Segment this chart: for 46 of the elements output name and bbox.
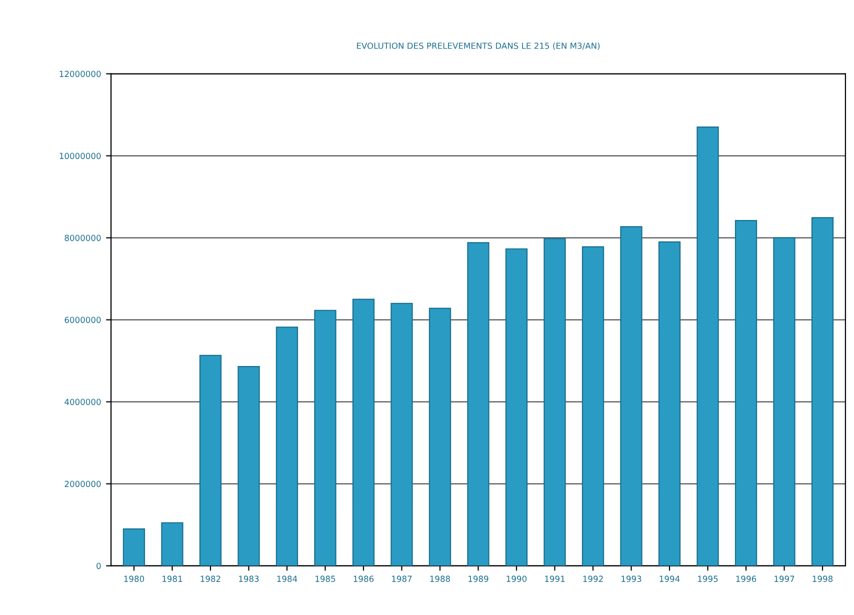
bar: [352, 298, 375, 566]
x-tick-label: 1996: [736, 576, 756, 582]
y-tick-label: 10000000: [60, 152, 101, 160]
x-tick-label: 1989: [468, 576, 488, 582]
bar: [544, 238, 566, 566]
y-tick-label: 4000000: [64, 398, 101, 406]
x-tick-label: 1992: [583, 576, 603, 582]
x-tick-label: 1987: [392, 576, 412, 582]
bar: [390, 302, 413, 566]
chart-title: EVOLUTION DES PRELEVEMENTS DANS LE 215 (EN M3/AN): [356, 42, 600, 50]
x-tick-label: 1982: [200, 576, 220, 582]
bar: [582, 246, 604, 566]
bar: [505, 248, 528, 566]
y-tick-label: 0: [96, 562, 101, 570]
x-tick-label: 1990: [506, 576, 527, 582]
y-tick-label: 2000000: [64, 480, 101, 488]
bar: [734, 220, 758, 566]
x-tick-label: 1995: [698, 576, 718, 582]
y-tick-label: 8000000: [64, 234, 101, 242]
bar: [314, 310, 336, 566]
y-tick-label: 6000000: [64, 316, 101, 324]
x-tick-label: 1986: [354, 576, 374, 582]
bar: [696, 126, 719, 566]
x-tick-label: 1983: [239, 576, 259, 582]
x-tick-label: 1998: [812, 576, 833, 582]
bar: [161, 522, 184, 566]
bar: [276, 326, 298, 566]
bar: [238, 366, 260, 566]
x-tick-label: 1988: [430, 576, 450, 582]
x-tick-label: 1994: [660, 576, 680, 582]
x-tick-label: 1997: [774, 576, 794, 582]
bar: [620, 226, 642, 566]
x-tick-label: 1985: [316, 576, 336, 582]
x-tick-label: 1991: [545, 576, 565, 582]
bar: [658, 241, 681, 566]
x-tick-label: 1984: [277, 576, 298, 582]
bar: [467, 242, 490, 566]
x-tick-label: 1981: [162, 576, 182, 582]
bar: [811, 217, 834, 566]
y-tick-label: 12000000: [60, 70, 101, 78]
bar: [122, 528, 146, 566]
bar: [199, 354, 222, 566]
bar: [773, 237, 796, 566]
x-tick-label: 1993: [622, 576, 642, 582]
x-tick-label: 1980: [124, 576, 144, 582]
bar: [428, 308, 452, 566]
